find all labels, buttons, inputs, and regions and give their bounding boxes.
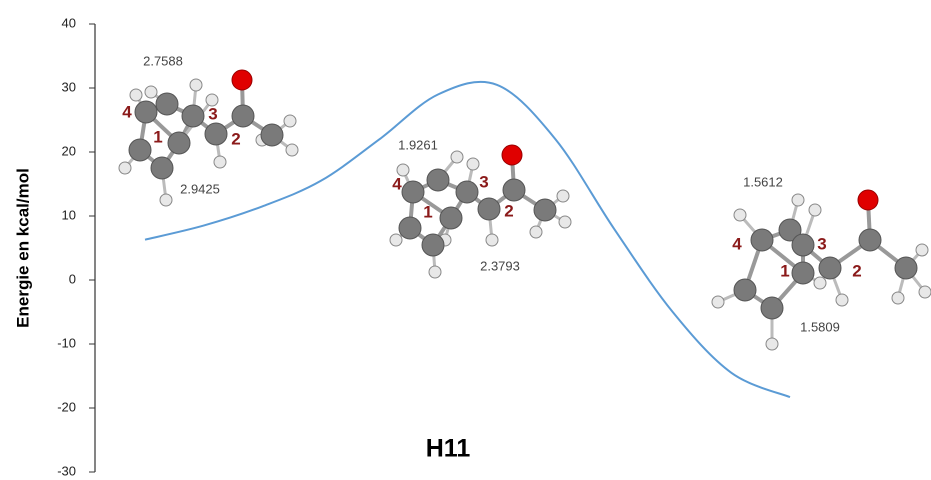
atom-label: 4 — [392, 174, 402, 193]
atom-label: 2 — [504, 201, 513, 220]
hydrogen — [286, 144, 298, 156]
hydrogen — [919, 286, 931, 298]
hydrogen — [836, 294, 848, 306]
energy-line — [145, 82, 790, 397]
hydrogen — [486, 234, 498, 246]
hydrogen — [451, 151, 463, 163]
distance-label: 2.7588 — [143, 53, 183, 68]
hydrogen — [284, 115, 296, 127]
oxygen — [232, 70, 252, 90]
hydrogen — [766, 338, 778, 350]
hydrogen — [809, 204, 821, 216]
carbon — [751, 229, 773, 251]
hydrogen — [712, 296, 724, 308]
y-tick-label: 10 — [62, 207, 76, 222]
y-tick-label: 30 — [62, 79, 76, 94]
y-axis-title: Energie en kcal/mol — [13, 168, 32, 328]
carbon — [440, 207, 462, 229]
carbon — [761, 297, 783, 319]
carbon — [182, 105, 204, 127]
atom-label: 4 — [122, 102, 132, 121]
distance-label: 2.3793 — [480, 258, 520, 273]
chart-title: H11 — [426, 435, 471, 463]
carbon — [895, 257, 917, 279]
carbon — [456, 181, 478, 203]
carbon — [503, 179, 525, 201]
atom-label: 3 — [208, 104, 217, 123]
carbon — [232, 105, 254, 127]
atom-label: 3 — [479, 172, 488, 191]
carbon — [135, 101, 157, 123]
oxygen — [858, 190, 878, 210]
atom-label: 2 — [231, 129, 240, 148]
atom-label: 1 — [423, 202, 432, 221]
distance-label: 1.5612 — [743, 174, 783, 189]
y-tick-label: 0 — [69, 271, 76, 286]
hydrogen — [916, 244, 928, 256]
hydrogen — [530, 226, 542, 238]
carbon — [168, 132, 190, 154]
atom-label: 3 — [817, 234, 826, 253]
atom-label: 2 — [852, 261, 861, 280]
distance-label: 2.9425 — [180, 181, 220, 196]
hydrogen — [734, 209, 746, 221]
hydrogen — [429, 266, 441, 278]
hydrogen — [559, 216, 571, 228]
distance-label: 1.9261 — [398, 137, 438, 152]
hydrogen — [190, 79, 202, 91]
carbon — [402, 181, 424, 203]
carbon — [534, 199, 556, 221]
hydrogen — [119, 162, 131, 174]
carbon — [478, 198, 500, 220]
atom-label: 1 — [153, 127, 162, 146]
carbon — [427, 169, 449, 191]
hydrogen — [557, 190, 569, 202]
hydrogen — [214, 156, 226, 168]
atom-label: 4 — [732, 234, 742, 253]
y-tick-label: -10 — [57, 335, 76, 350]
y-tick-label: -20 — [57, 399, 76, 414]
hydrogen — [467, 158, 479, 170]
hydrogen — [892, 292, 904, 304]
distance-label: 1.5809 — [800, 319, 840, 334]
atom-label: 1 — [780, 261, 789, 280]
carbon — [205, 123, 227, 145]
chart: H11 Energie en kcal/mol -30 -20 -10 0 10 20 30… — [0, 0, 931, 480]
carbon — [151, 157, 173, 179]
y-tick-label: 20 — [62, 143, 76, 158]
carbon — [261, 124, 283, 146]
hydrogen — [145, 86, 157, 98]
hydrogen — [160, 194, 172, 206]
oxygen — [502, 145, 522, 165]
carbon — [734, 279, 756, 301]
carbon — [792, 234, 814, 256]
carbon — [422, 234, 444, 256]
carbon — [859, 229, 881, 251]
hydrogen — [390, 234, 402, 246]
y-tick-label: 40 — [62, 15, 76, 30]
carbon — [399, 217, 421, 239]
y-tick-label: -30 — [57, 463, 76, 478]
carbon — [129, 139, 151, 161]
hydrogen — [814, 277, 826, 289]
carbon — [156, 93, 178, 115]
hydrogen — [130, 89, 142, 101]
hydrogen — [792, 194, 804, 206]
carbon — [819, 257, 841, 279]
carbon — [792, 262, 814, 284]
